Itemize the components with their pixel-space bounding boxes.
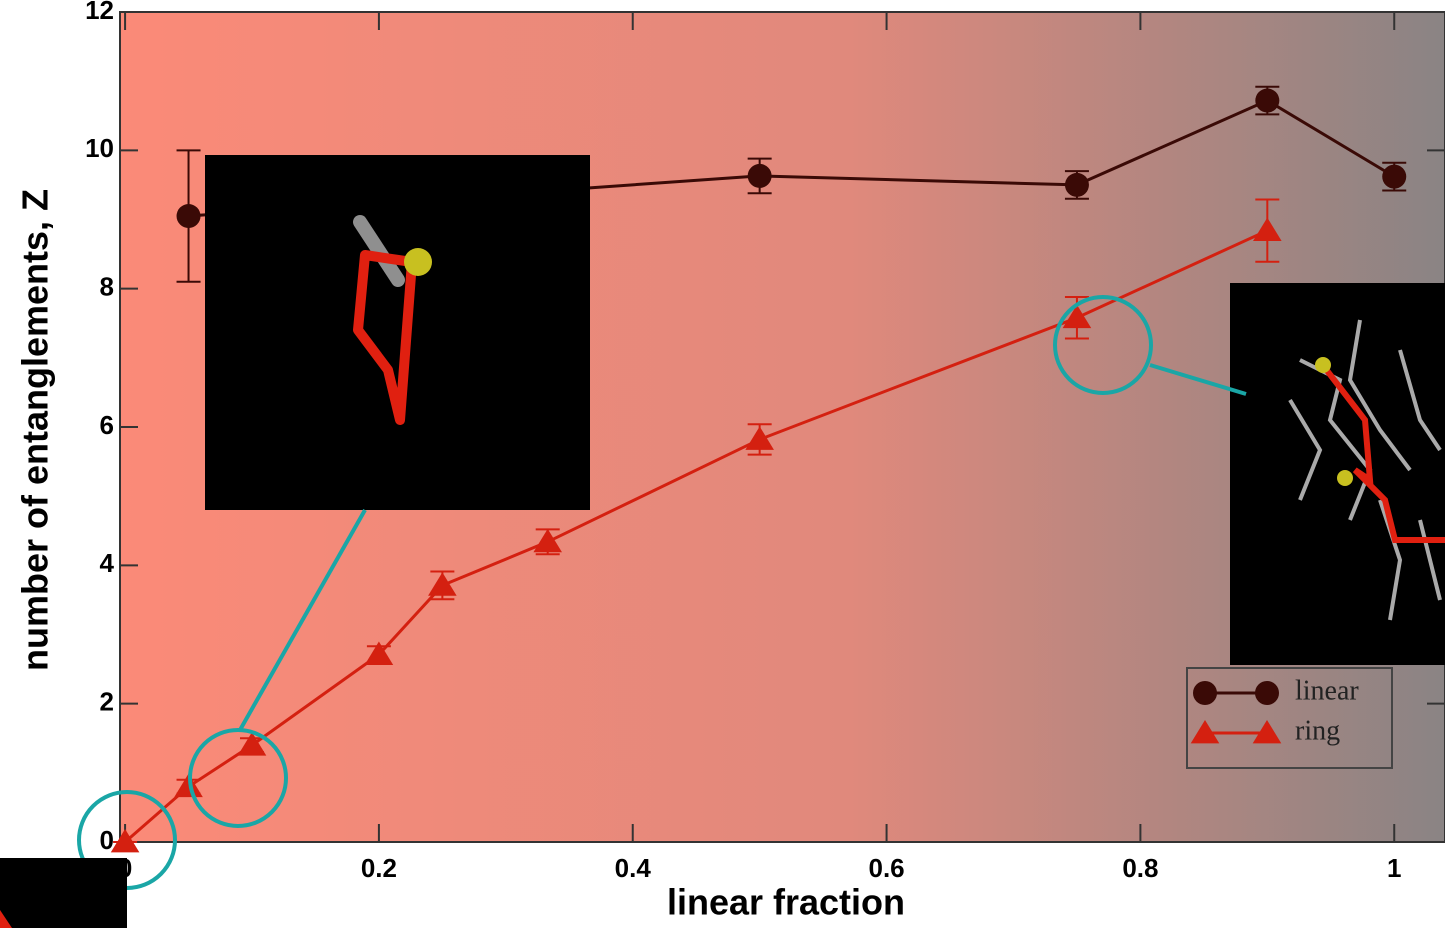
callout-line	[238, 509, 367, 731]
triangle-marker	[174, 773, 203, 798]
triangle-marker	[533, 528, 563, 553]
inset-bead	[404, 248, 432, 276]
circle-marker	[1382, 164, 1407, 189]
y-tick-label: 12	[85, 0, 114, 25]
y-tick-label: 8	[100, 272, 114, 302]
y-tick-label: 0	[100, 825, 114, 855]
callout-circle	[188, 728, 288, 828]
y-tick-label: 2	[100, 687, 114, 717]
inset-bead	[1337, 470, 1353, 486]
legend-label: linear	[1295, 675, 1359, 706]
x-tick-label: 0.4	[615, 853, 652, 883]
inset-chains	[1288, 319, 1442, 621]
legend-label: ring	[1295, 715, 1340, 746]
circle-marker	[747, 163, 772, 188]
triangle-marker	[237, 732, 267, 756]
x-tick-label: 1	[1387, 853, 1401, 883]
inset-image	[205, 155, 590, 510]
triangle-marker	[745, 426, 774, 450]
inset-right	[1230, 283, 1445, 665]
legend-box	[1186, 667, 1393, 769]
triangle-marker	[428, 572, 457, 596]
inset-bead	[1315, 357, 1331, 373]
x-tick-label: 0.2	[361, 853, 397, 883]
y-tick-label: 6	[100, 410, 114, 440]
y-tick-label: 4	[100, 548, 115, 578]
circle-marker	[1064, 172, 1089, 197]
x-tick-label: 0.8	[1122, 853, 1158, 883]
triangle-marker	[1062, 304, 1092, 329]
callout-circle	[1053, 295, 1153, 395]
corner-image	[0, 858, 127, 928]
corner-shape	[0, 910, 12, 928]
circle-marker	[176, 204, 201, 229]
triangle-marker	[1252, 720, 1282, 744]
inset-ring	[1322, 366, 1445, 543]
y-tick-label: 10	[85, 133, 114, 163]
triangle-marker	[110, 829, 140, 853]
legend: linear ring	[1186, 667, 1393, 769]
y-axis-label: number of entanglements, Z	[15, 189, 56, 671]
inset-left	[205, 155, 590, 510]
callouts	[77, 295, 1247, 890]
triangle-marker	[364, 641, 394, 665]
triangle-marker	[1190, 720, 1220, 744]
inset-image	[1230, 283, 1445, 665]
triangle-marker	[1253, 217, 1282, 241]
circle-marker	[1255, 88, 1280, 113]
x-tick-label: 0.6	[868, 853, 904, 883]
circle-marker	[1255, 681, 1279, 705]
x-axis-label: linear fraction	[667, 882, 905, 923]
inset-chain	[353, 215, 405, 287]
circle-marker	[1193, 681, 1217, 705]
callout-line	[1149, 363, 1247, 396]
